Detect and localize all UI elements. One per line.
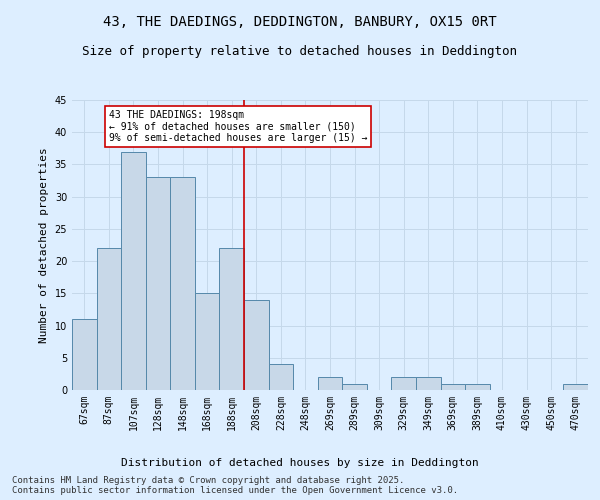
Text: Distribution of detached houses by size in Deddington: Distribution of detached houses by size … [121,458,479,468]
Text: Size of property relative to detached houses in Deddington: Size of property relative to detached ho… [83,45,517,58]
Text: Contains HM Land Registry data © Crown copyright and database right 2025.
Contai: Contains HM Land Registry data © Crown c… [12,476,458,495]
Bar [465,384,490,390]
Bar [269,364,293,390]
Bar [440,384,465,390]
Bar [220,248,244,390]
Bar [121,152,146,390]
Text: 43 THE DAEDINGS: 198sqm
← 91% of detached houses are smaller (150)
9% of semi-de: 43 THE DAEDINGS: 198sqm ← 91% of detache… [109,110,367,143]
Bar [563,384,588,390]
Bar [170,178,195,390]
Bar [146,178,170,390]
Text: 43, THE DAEDINGS, DEDDINGTON, BANBURY, OX15 0RT: 43, THE DAEDINGS, DEDDINGTON, BANBURY, O… [103,15,497,29]
Bar [318,377,342,390]
Bar [342,384,367,390]
Bar [195,294,220,390]
Bar [244,300,269,390]
Bar [72,319,97,390]
Bar [416,377,440,390]
Y-axis label: Number of detached properties: Number of detached properties [39,147,49,343]
Bar [391,377,416,390]
Bar [97,248,121,390]
